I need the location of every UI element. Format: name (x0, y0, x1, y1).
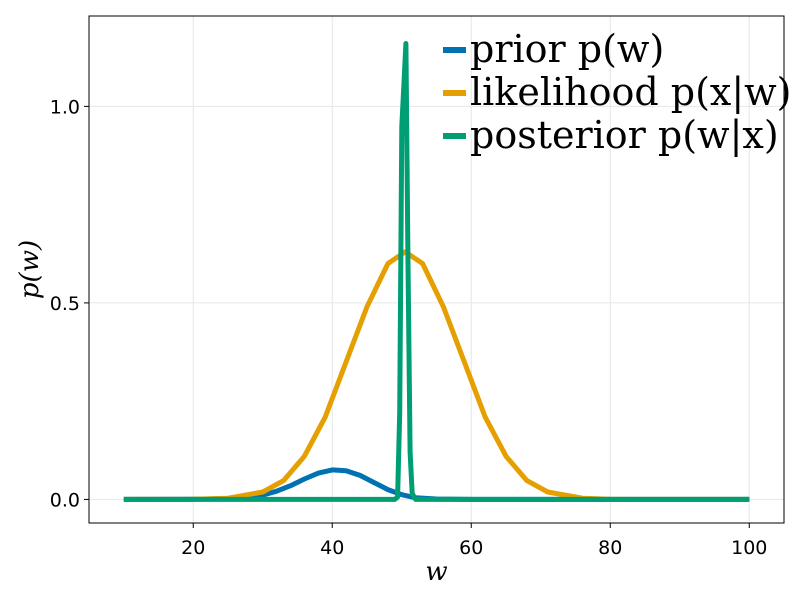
plot-frame (88, 15, 785, 524)
series-line (123, 41, 750, 502)
x-tick-label: 20 (181, 537, 205, 559)
x-axis-label: w (425, 557, 447, 587)
series-lines (123, 41, 750, 502)
legend-label: posterior p(w|x) (470, 113, 779, 157)
x-tick-label: 40 (320, 537, 344, 559)
series-line (123, 467, 750, 502)
x-tick-label: 60 (459, 537, 483, 559)
y-axis-label: p(w) (15, 240, 45, 299)
y-tick-label: 0.5 (50, 293, 80, 315)
legend: prior p(w)likelihood p(x|w)posterior p(w… (443, 27, 792, 157)
y-tick-label: 1.0 (50, 96, 80, 118)
legend-label: prior p(w) (470, 27, 664, 71)
ticks: 20 40 60 80 100 0.0 0.5 1.0 (50, 96, 768, 559)
series-line (123, 249, 750, 502)
legend-label: likelihood p(x|w) (470, 70, 792, 114)
x-tick-label: 100 (731, 537, 767, 559)
y-tick-label: 0.0 (50, 489, 80, 511)
x-tick-label: 80 (598, 537, 622, 559)
